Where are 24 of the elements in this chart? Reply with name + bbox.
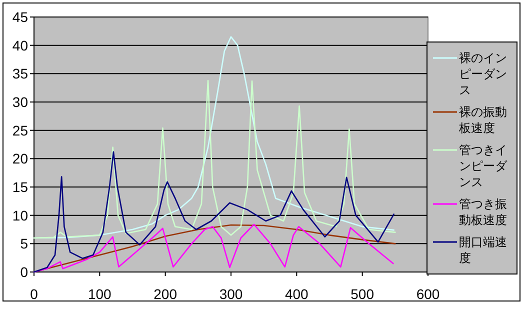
y-tick-label: 30 <box>12 94 28 110</box>
line-series <box>33 151 394 273</box>
legend-label: 管つきインピーダンス <box>459 143 508 189</box>
x-tick-label: 0 <box>30 286 38 302</box>
x-tick-label: 200 <box>154 286 178 302</box>
x-tick-label: 300 <box>219 286 243 302</box>
y-tick-label: 40 <box>12 37 28 54</box>
legend-label: 裸の振動板速度 <box>458 105 507 135</box>
x-tick-label: 500 <box>350 286 374 302</box>
y-tick-label: 5 <box>20 236 28 252</box>
y-tick-label: 20 <box>12 150 28 167</box>
legend-label: 開口端速度 <box>459 235 507 265</box>
y-tick-label: 10 <box>12 207 28 224</box>
y-tick-label: 45 <box>12 9 28 25</box>
x-tick-label: 100 <box>88 286 112 302</box>
y-tick-label: 25 <box>12 122 28 138</box>
y-tick-label: 35 <box>12 66 28 82</box>
y-tick-label: 15 <box>12 179 28 195</box>
y-tick-label: 0 <box>20 264 28 280</box>
line-series <box>33 80 396 239</box>
x-tick-label: 600 <box>416 286 440 302</box>
legend-label: 裸のインピーダンス <box>459 51 507 97</box>
legend-label: 管つき振動板速度 <box>459 197 507 227</box>
x-tick-label: 400 <box>284 286 309 302</box>
